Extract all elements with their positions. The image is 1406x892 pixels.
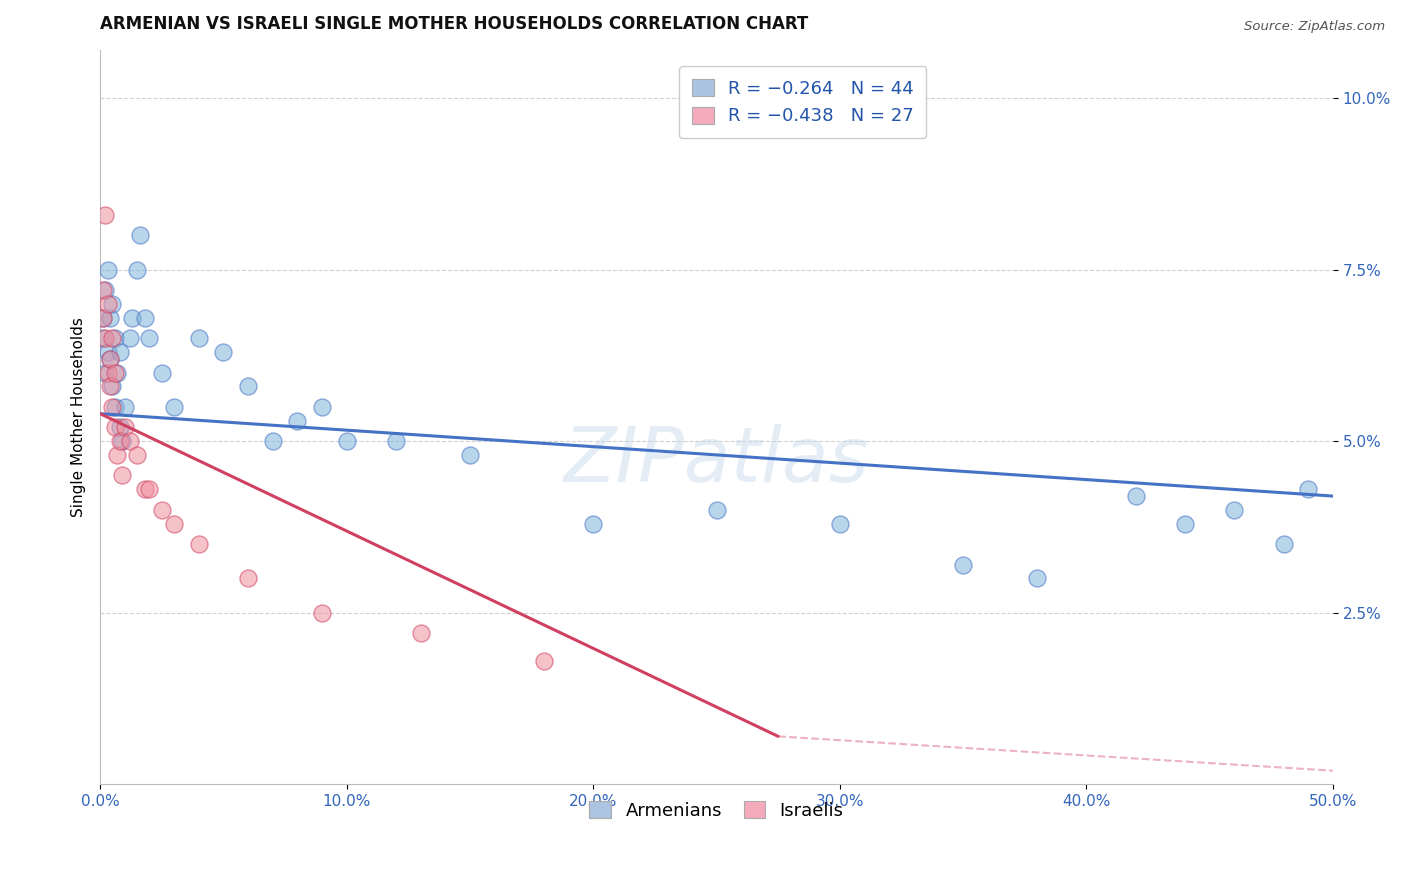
Point [1125, 489, 1147, 503]
Point [582, 516, 605, 531]
Point [150, 503, 173, 517]
Point [127, 262, 149, 277]
Y-axis label: Single Mother Households: Single Mother Households [72, 318, 86, 517]
Point [458, 448, 481, 462]
Point [108, 345, 131, 359]
Point [111, 468, 134, 483]
Point [98, 351, 121, 366]
Point [114, 420, 136, 434]
Point [111, 434, 134, 449]
Point [104, 420, 127, 434]
Point [163, 516, 186, 531]
Point [385, 434, 408, 449]
Point [138, 482, 160, 496]
Point [706, 503, 728, 517]
Point [108, 420, 131, 434]
Point [138, 331, 160, 345]
Point [94, 208, 117, 222]
Point [94, 283, 117, 297]
Point [134, 482, 156, 496]
Point [828, 516, 851, 531]
Text: ZIPatlas: ZIPatlas [564, 425, 869, 499]
Point [98, 351, 121, 366]
Point [118, 434, 141, 449]
Point [1272, 537, 1295, 551]
Point [533, 654, 555, 668]
Point [236, 379, 259, 393]
Point [121, 310, 143, 325]
Point [287, 413, 309, 427]
Point [101, 379, 124, 393]
Point [108, 434, 131, 449]
Point [101, 331, 124, 345]
Point [94, 366, 117, 380]
Point [187, 537, 209, 551]
Point [134, 310, 156, 325]
Point [150, 366, 173, 380]
Point [98, 310, 121, 325]
Point [105, 448, 128, 462]
Point [104, 331, 127, 345]
Point [187, 331, 209, 345]
Point [101, 297, 124, 311]
Point [1223, 503, 1246, 517]
Point [409, 626, 432, 640]
Point [118, 331, 141, 345]
Point [94, 331, 117, 345]
Point [104, 400, 127, 414]
Point [1026, 572, 1049, 586]
Point [952, 558, 974, 572]
Point [311, 606, 333, 620]
Point [91, 331, 114, 345]
Point [96, 262, 118, 277]
Point [96, 366, 118, 380]
Point [114, 400, 136, 414]
Legend: Armenians, Israelis: Armenians, Israelis [582, 794, 851, 827]
Point [101, 400, 124, 414]
Point [91, 283, 114, 297]
Text: Source: ZipAtlas.com: Source: ZipAtlas.com [1244, 20, 1385, 33]
Point [1174, 516, 1197, 531]
Text: ARMENIAN VS ISRAELI SINGLE MOTHER HOUSEHOLDS CORRELATION CHART: ARMENIAN VS ISRAELI SINGLE MOTHER HOUSEH… [100, 15, 808, 33]
Point [128, 228, 150, 243]
Point [212, 345, 235, 359]
Point [262, 434, 284, 449]
Point [105, 366, 128, 380]
Point [96, 297, 118, 311]
Point [127, 448, 149, 462]
Point [236, 572, 259, 586]
Point [98, 379, 121, 393]
Point [1296, 482, 1319, 496]
Point [96, 345, 118, 359]
Point [104, 366, 127, 380]
Point [163, 400, 186, 414]
Point [91, 310, 114, 325]
Point [311, 400, 333, 414]
Point [336, 434, 359, 449]
Point [91, 310, 114, 325]
